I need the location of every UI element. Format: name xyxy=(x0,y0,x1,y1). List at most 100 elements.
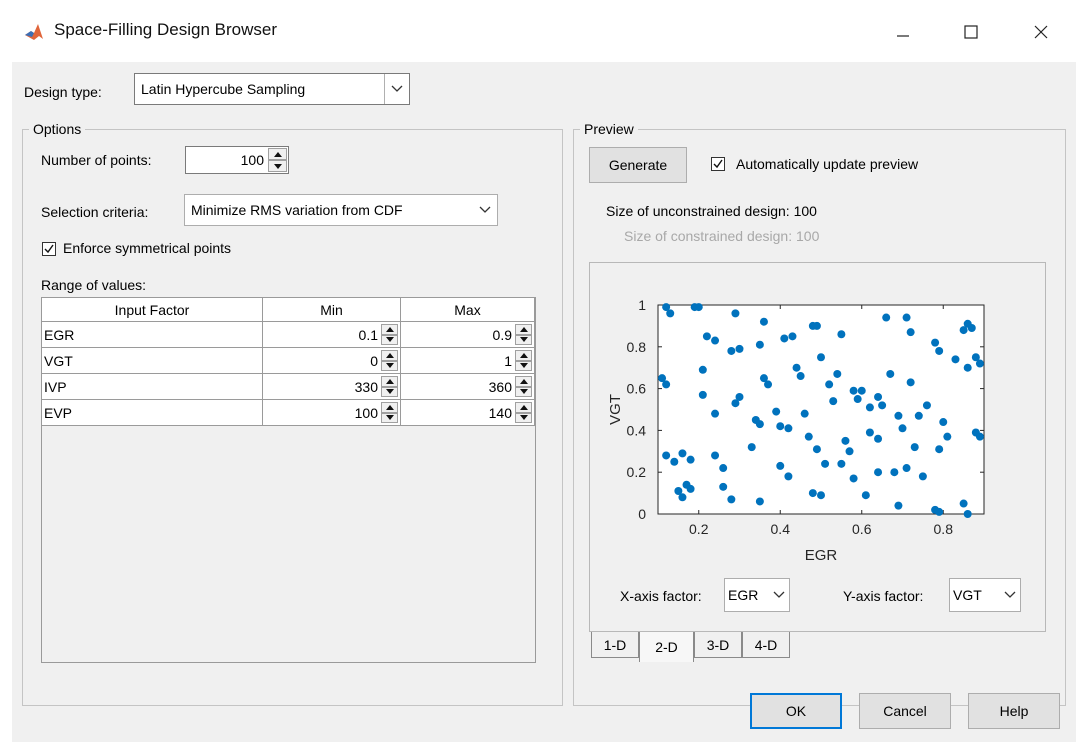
unconstrained-size-label: Size of unconstrained design: 100 xyxy=(606,203,817,219)
data-point xyxy=(731,309,740,318)
cancel-button[interactable]: Cancel xyxy=(859,693,951,729)
data-point xyxy=(963,510,972,518)
table-row-factor[interactable]: VGT xyxy=(42,348,263,374)
data-point xyxy=(898,424,907,433)
data-point xyxy=(711,336,720,345)
x-tick-label: 0.4 xyxy=(771,521,791,537)
num-points-spinner[interactable] xyxy=(268,148,287,172)
spin-up-icon[interactable] xyxy=(381,376,398,387)
spin-down-icon[interactable] xyxy=(515,386,532,397)
range-of-values-label: Range of values: xyxy=(41,277,147,293)
auto-update-checkbox[interactable] xyxy=(711,157,725,171)
data-point xyxy=(764,380,773,389)
x-axis-factor-dropdown[interactable]: EGR xyxy=(724,578,790,612)
cell-spinner[interactable] xyxy=(515,402,532,423)
unconstrained-size-value: 100 xyxy=(793,203,817,219)
data-point xyxy=(841,436,850,445)
data-point xyxy=(759,317,768,326)
design-type-dropdown[interactable]: Latin Hypercube Sampling xyxy=(134,73,410,105)
spin-down-icon[interactable] xyxy=(381,360,398,371)
spin-down-icon[interactable] xyxy=(381,412,398,423)
spin-up-icon[interactable] xyxy=(268,148,287,160)
tab-3d[interactable]: 3-D xyxy=(694,632,742,658)
data-point xyxy=(800,409,809,418)
table-cell-min[interactable]: 0.1 xyxy=(263,322,401,348)
tab-4d[interactable]: 4-D xyxy=(742,632,790,658)
checkmark-icon xyxy=(713,159,723,169)
data-point xyxy=(735,392,744,401)
table-row-factor[interactable]: IVP xyxy=(42,374,263,400)
num-points-input[interactable]: 100 xyxy=(185,146,289,174)
spin-up-icon[interactable] xyxy=(381,350,398,361)
maximize-icon xyxy=(964,25,978,39)
spin-up-icon[interactable] xyxy=(515,324,532,335)
tab-2d[interactable]: 2-D xyxy=(639,632,694,662)
table-cell-max[interactable]: 1 xyxy=(401,348,535,374)
close-button[interactable] xyxy=(1018,12,1064,52)
y-axis-label: VGT xyxy=(607,394,624,425)
constrained-size-value: 100 xyxy=(796,228,820,244)
spin-up-icon[interactable] xyxy=(515,350,532,361)
data-point xyxy=(935,507,944,516)
enforce-symmetric-checkbox[interactable] xyxy=(42,242,56,256)
constrained-size-label: Size of constrained design: 100 xyxy=(624,228,820,244)
cell-spinner[interactable] xyxy=(515,350,532,371)
chevron-down-icon xyxy=(769,579,789,611)
data-point xyxy=(727,346,736,355)
data-point xyxy=(849,386,858,395)
spin-down-icon[interactable] xyxy=(268,160,287,172)
help-button[interactable]: Help xyxy=(968,693,1060,729)
table-cell-min[interactable]: 0 xyxy=(263,348,401,374)
table-cell-max[interactable]: 0.9 xyxy=(401,322,535,348)
data-point xyxy=(804,432,813,441)
spin-down-icon[interactable] xyxy=(515,334,532,345)
data-point xyxy=(902,313,911,322)
cell-spinner[interactable] xyxy=(515,376,532,397)
spin-down-icon[interactable] xyxy=(381,334,398,345)
table-cell-min[interactable]: 330 xyxy=(263,374,401,400)
maximize-button[interactable] xyxy=(948,12,994,52)
table-cell-max[interactable]: 360 xyxy=(401,374,535,400)
table-row-factor[interactable]: EVP xyxy=(42,400,263,426)
cell-spinner[interactable] xyxy=(381,376,398,397)
generate-button[interactable]: Generate xyxy=(589,147,687,183)
minimize-button[interactable] xyxy=(880,12,926,52)
selection-criteria-value: Minimize RMS variation from CDF xyxy=(191,202,403,218)
spin-up-icon[interactable] xyxy=(515,402,532,413)
x-tick-label: 0.6 xyxy=(852,521,872,537)
data-point xyxy=(686,455,695,464)
range-table: Input Factor Min Max EGR 0.1 0.9 VGT 0 1… xyxy=(41,297,536,663)
table-header-min: Min xyxy=(263,298,401,322)
spin-down-icon[interactable] xyxy=(381,386,398,397)
options-group: Options Number of points: 100 Selection … xyxy=(22,121,563,706)
cell-spinner[interactable] xyxy=(381,350,398,371)
data-point xyxy=(755,497,764,506)
y-tick-label: 0.2 xyxy=(627,464,647,480)
data-point xyxy=(837,330,846,339)
spin-down-icon[interactable] xyxy=(515,360,532,371)
tab-1d[interactable]: 1-D xyxy=(591,632,639,658)
table-cell-min[interactable]: 100 xyxy=(263,400,401,426)
x-tick-label: 0.8 xyxy=(934,521,954,537)
ok-button[interactable]: OK xyxy=(750,693,842,729)
data-point xyxy=(719,464,728,473)
cell-spinner[interactable] xyxy=(381,324,398,345)
data-point xyxy=(874,434,883,443)
design-type-value: Latin Hypercube Sampling xyxy=(141,81,306,97)
selection-criteria-dropdown[interactable]: Minimize RMS variation from CDF xyxy=(184,194,498,226)
data-point xyxy=(698,365,707,374)
scatter-plot[interactable]: 0.2 0.4 0.6 0.8 0 0.2 0.4 0.6 0.8 1 EGR VGT xyxy=(590,263,1045,563)
y-axis-factor-dropdown[interactable]: VGT xyxy=(949,578,1021,612)
cell-spinner[interactable] xyxy=(515,324,532,345)
spin-down-icon[interactable] xyxy=(515,412,532,423)
spin-up-icon[interactable] xyxy=(381,402,398,413)
data-point xyxy=(845,447,854,456)
data-point xyxy=(808,489,817,498)
data-point xyxy=(975,359,984,368)
y-tick-label: 1 xyxy=(638,297,646,313)
cell-spinner[interactable] xyxy=(381,402,398,423)
table-cell-max[interactable]: 140 xyxy=(401,400,535,426)
spin-up-icon[interactable] xyxy=(515,376,532,387)
spin-up-icon[interactable] xyxy=(381,324,398,335)
table-row-factor[interactable]: EGR xyxy=(42,322,263,348)
